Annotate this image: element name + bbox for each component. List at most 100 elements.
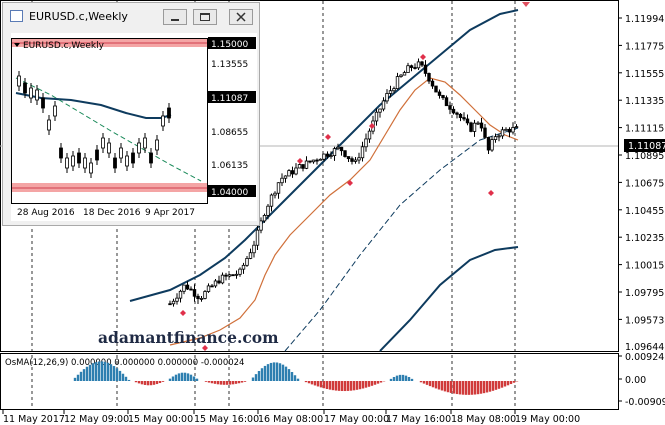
close-button[interactable] bbox=[229, 9, 253, 25]
chart-window-icon bbox=[10, 10, 23, 22]
osma-bar-negative bbox=[137, 381, 141, 384]
candle-bull bbox=[402, 72, 407, 76]
inset-candle-bull bbox=[137, 142, 141, 154]
fractal-marker bbox=[420, 54, 426, 60]
osma-bar-negative bbox=[149, 381, 153, 386]
slow-moving-average bbox=[129, 9, 519, 352]
candlesticks bbox=[168, 58, 519, 307]
candle-bull bbox=[255, 229, 260, 246]
osma-bar-negative bbox=[243, 381, 247, 382]
osma-bar-positive bbox=[284, 366, 288, 381]
candle-bull bbox=[360, 146, 365, 159]
inset-window-title: EURUSD.c,Weekly bbox=[29, 10, 128, 23]
time-tick-label: 15 May 00:00 bbox=[128, 414, 193, 425]
inset-candle-bull bbox=[47, 119, 51, 131]
candle-bull bbox=[248, 252, 253, 259]
inset-candle-bear bbox=[41, 97, 45, 109]
osma-bar-positive bbox=[395, 375, 399, 381]
candle-bear bbox=[420, 61, 424, 66]
osma-bar-positive bbox=[174, 374, 178, 381]
maximize-button[interactable] bbox=[193, 9, 217, 25]
inset-time-axis: 28 Aug 2016 18 Dec 2016 9 Apr 2017 bbox=[17, 208, 195, 218]
osma-bar-negative bbox=[449, 381, 453, 393]
fractal-marker bbox=[488, 190, 494, 196]
candle-bull bbox=[357, 157, 361, 161]
candle-bear bbox=[308, 160, 312, 163]
osma-bar-negative bbox=[419, 381, 423, 383]
osma-bar-negative bbox=[506, 381, 510, 386]
candle-bear bbox=[325, 153, 330, 157]
osma-bar-negative bbox=[464, 381, 468, 395]
osma-bar-negative bbox=[225, 381, 229, 385]
inset-price-tag bbox=[208, 37, 256, 49]
candle-bull bbox=[497, 135, 501, 138]
osma-bar-negative bbox=[494, 381, 498, 390]
candle-bear bbox=[451, 108, 456, 114]
candle-bull bbox=[514, 126, 519, 129]
price-tick-label: 1.11994 bbox=[625, 14, 664, 25]
osma-bar-negative bbox=[216, 381, 220, 385]
osma-bar-negative bbox=[346, 381, 350, 391]
osma-bar-positive bbox=[124, 376, 128, 381]
fractal-marker bbox=[180, 310, 186, 316]
osma-bar-negative bbox=[352, 381, 356, 391]
osma-bar-positive bbox=[296, 378, 300, 381]
price-tick-label: 1.11775 bbox=[625, 41, 664, 52]
inset-chart[interactable]: EURUSD.c,Weekly 1.15000 1.13555 1.11087 1.0… bbox=[11, 33, 257, 221]
osma-bar-negative bbox=[307, 381, 311, 384]
minimize-button[interactable] bbox=[163, 9, 187, 25]
inset-price-label: 1.06135 bbox=[211, 161, 248, 171]
inset-candle-bear bbox=[167, 107, 171, 119]
candle-bear bbox=[315, 159, 319, 162]
osma-axis: 0.00924 0.00 -0.00909 bbox=[618, 352, 665, 408]
osma-bar-positive bbox=[91, 363, 95, 381]
osma-bar-negative bbox=[437, 381, 441, 390]
osma-bar-negative bbox=[503, 381, 507, 387]
candle-bull bbox=[241, 264, 246, 270]
candle-bull bbox=[269, 194, 274, 207]
inset-candle-bull bbox=[71, 155, 75, 167]
inset-chart-window[interactable]: EURUSD.c,Weekly EURUSD.c,Weekly bbox=[2, 2, 260, 226]
candle-bull bbox=[203, 291, 207, 299]
candle-bear bbox=[350, 158, 354, 162]
osma-bar-negative bbox=[425, 381, 429, 385]
inset-time-label: 18 Dec 2016 bbox=[83, 208, 141, 218]
osma-title: OsMA(12,26,9) 0.000000 0.000000 0.000000… bbox=[5, 358, 244, 368]
candle-bear bbox=[507, 128, 512, 133]
osma-bar-negative bbox=[358, 381, 362, 390]
osma-bar-positive bbox=[177, 373, 181, 381]
inset-candle-bull bbox=[29, 87, 33, 99]
osma-bar-positive bbox=[189, 374, 193, 381]
osma-bar-positive bbox=[115, 368, 119, 381]
inset-title-bar[interactable]: EURUSD.c,Weekly bbox=[3, 3, 259, 29]
osma-bar-negative bbox=[328, 381, 332, 390]
osma-bar-positive bbox=[88, 364, 92, 381]
candle-bull bbox=[416, 61, 421, 69]
inset-candle-bull bbox=[89, 162, 93, 174]
osma-bar-positive bbox=[266, 364, 270, 381]
osma-bar-negative bbox=[458, 381, 462, 395]
osma-bar-positive bbox=[290, 372, 294, 381]
osma-bar-positive bbox=[410, 378, 414, 381]
osma-bar-positive bbox=[389, 378, 393, 381]
osma-bar-negative bbox=[440, 381, 444, 391]
fractal-marker bbox=[347, 180, 353, 186]
inset-price-label: 1.04000 bbox=[211, 188, 248, 198]
candle-bear bbox=[465, 118, 470, 124]
inset-candle-bull bbox=[125, 155, 129, 167]
osma-bar-negative bbox=[146, 381, 150, 386]
osma-bar-positive bbox=[79, 371, 83, 381]
inset-candle-bear bbox=[95, 149, 99, 161]
price-tick-label: 1.09795 bbox=[625, 288, 664, 299]
chart-dropdown-icon[interactable] bbox=[14, 43, 20, 47]
osma-bar-positive bbox=[275, 362, 279, 381]
osma-bar-negative bbox=[355, 381, 359, 390]
candle-bull bbox=[252, 244, 256, 254]
osma-bar-negative bbox=[140, 381, 144, 385]
osma-bar-negative bbox=[500, 381, 504, 388]
shift-marker-icon[interactable] bbox=[522, 2, 530, 7]
inset-candle-bear bbox=[131, 152, 135, 164]
osma-bar-negative bbox=[231, 381, 235, 385]
osma-bar-positive bbox=[278, 363, 282, 381]
